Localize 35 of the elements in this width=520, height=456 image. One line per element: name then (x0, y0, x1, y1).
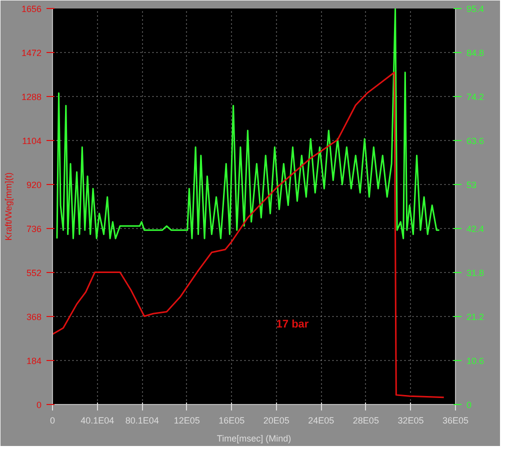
x-axis-title: Time[msec] (Mind) (216, 434, 292, 444)
y-tick-label: 736 (26, 224, 42, 234)
y2-tick-label: 42.4 (466, 224, 484, 234)
y2-tick-label: 21.2 (466, 312, 484, 322)
line-series (56, 8, 440, 240)
y2-tick-label: 63.6 (466, 136, 484, 146)
y-axis-title: Kraft/Weg[mm](t) (3, 172, 14, 241)
x-tick-label: 40.1E04 (80, 416, 114, 426)
x-tick-label: 36E05 (442, 416, 469, 426)
y2-tick-label: 74.2 (466, 92, 484, 102)
y2-tick-label: 10.6 (466, 356, 484, 366)
x-tick-label: 16E05 (218, 416, 245, 426)
x-tick-label: 32E05 (398, 416, 424, 426)
x-tick-label: 24E05 (308, 416, 334, 426)
y-tick-label: 368 (26, 312, 42, 322)
y-tick-label: 184 (26, 356, 42, 366)
x-tick-label: 28E05 (352, 416, 379, 426)
y2-tick-label: 53 (466, 180, 477, 190)
line-series (52, 72, 445, 398)
y-tick-label: 1104 (22, 136, 42, 146)
y-tick-label: 1288 (21, 92, 42, 102)
y2-tick-label: 31.8 (466, 268, 484, 278)
y2-tick-label: 84.8 (466, 48, 484, 58)
x-tick-label: 20E05 (263, 416, 290, 426)
y-tick-label: 0 (36, 400, 42, 410)
x-tick-label: 80.1E04 (125, 416, 159, 426)
y2-tick-label: 0 (466, 400, 472, 410)
y-tick-label: 1656 (21, 4, 42, 14)
annotation: 17 bar (276, 318, 310, 330)
y2-tick-label: 95.4 (466, 4, 484, 14)
y-tick-label: 920 (26, 180, 42, 190)
y-tick-label: 552 (26, 268, 42, 278)
x-tick-label: 0 (50, 416, 56, 426)
x-tick-label: 12E05 (174, 416, 200, 426)
y-tick-label: 1472 (21, 48, 42, 58)
